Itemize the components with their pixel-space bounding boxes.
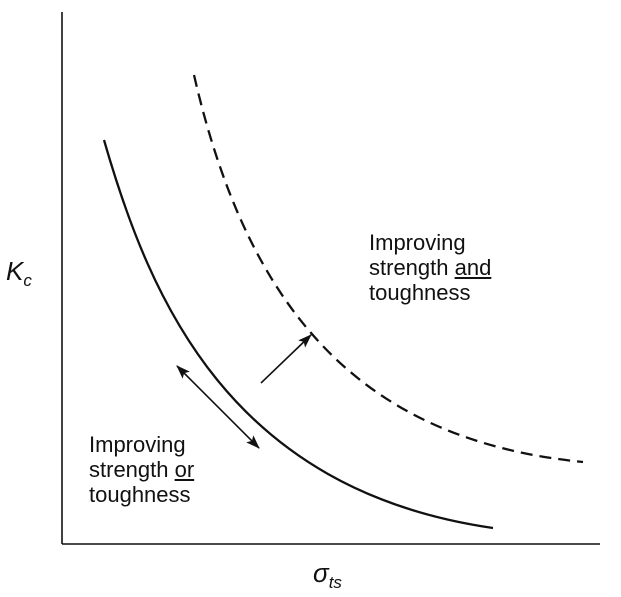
x-axis-subscript: ts [328,573,342,592]
upper-annotation-line2-text: strength [369,255,455,280]
improvement-arrow [260,334,312,384]
lower-annotation-line2: strength or [89,457,194,482]
lower-annotation-line3: toughness [89,482,191,507]
x-axis-symbol: σ [313,558,329,588]
tradeoff-double-arrow [176,365,260,449]
lower-annotation-line2-text: strength [89,457,175,482]
improved-tradeoff-curve [192,74,584,464]
lower-annotation: Improving strength or toughness [89,432,194,507]
upper-annotation: Improving strength and toughness [369,230,491,305]
lower-annotation-line1: Improving [89,432,186,457]
lower-annotation-underlined-word: or [174,457,195,482]
upper-annotation-underlined-word: and [454,255,492,280]
y-axis-symbol: K [6,256,24,286]
upper-annotation-line2: strength and [369,255,491,280]
upper-annotation-line3: toughness [369,280,471,305]
upper-annotation-line1: Improving [369,230,466,255]
y-axis-label: Kc [6,256,32,290]
x-axis-label: σts [313,558,342,592]
y-axis-subscript: c [23,271,32,290]
